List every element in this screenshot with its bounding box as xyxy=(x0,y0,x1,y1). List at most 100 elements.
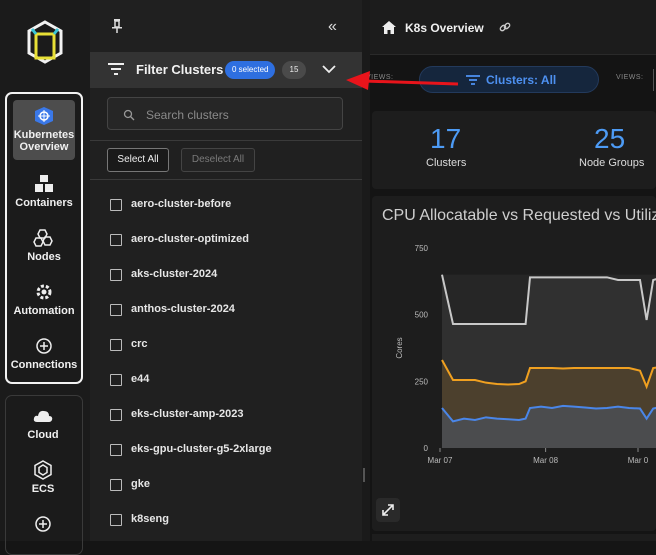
total-count-badge: 15 xyxy=(282,61,306,79)
cluster-checkbox[interactable] xyxy=(110,199,122,211)
nav-label: Automation xyxy=(13,305,75,317)
cluster-name: crc xyxy=(131,338,148,350)
nav-item-add[interactable] xyxy=(6,514,80,537)
views-label: VIEWS: xyxy=(366,74,394,81)
x-tick-label: Mar 0 xyxy=(628,456,649,465)
search-box xyxy=(107,97,343,130)
left-nav-rail: Kubernetes Overview Containers Nodes xyxy=(0,0,90,555)
clusters-pill-label: Clusters: All xyxy=(486,73,557,87)
expand-chart-button[interactable] xyxy=(376,498,400,522)
home-icon[interactable] xyxy=(382,21,396,34)
filter-header-bar[interactable]: Filter Clusters 0 selected 15 xyxy=(90,52,362,88)
app-logo-icon xyxy=(27,20,63,64)
nav-item-cloud[interactable]: Cloud xyxy=(6,406,80,441)
cluster-name: gke xyxy=(131,478,150,490)
expand-icon xyxy=(382,504,394,516)
plus-circle-icon xyxy=(35,516,51,532)
link-icon[interactable] xyxy=(499,21,511,33)
containers-cubes-icon xyxy=(35,175,53,192)
pin-icon[interactable] xyxy=(110,18,124,34)
collapse-panel-icon[interactable]: « xyxy=(328,18,337,35)
filter-lines-icon xyxy=(108,63,124,75)
stats-card: 17 Clusters 25 Node Groups xyxy=(372,111,656,189)
list-item[interactable]: eks-gpu-cluster-g5-2xlarge xyxy=(90,431,362,466)
list-item[interactable]: crc xyxy=(90,326,362,361)
list-item[interactable]: aero-cluster-before xyxy=(90,186,362,221)
select-all-button[interactable]: Select All xyxy=(107,148,169,172)
nav-label-line2: Overview xyxy=(19,141,69,153)
nav-label-line1: Kubernetes xyxy=(13,129,75,141)
series-line-0 xyxy=(441,274,656,325)
selected-count-badge: 0 selected xyxy=(225,61,276,79)
list-item[interactable]: anthos-cluster-2024 xyxy=(90,291,362,326)
cluster-checkbox[interactable] xyxy=(110,479,122,491)
cluster-checkbox[interactable] xyxy=(110,339,122,351)
nav-item-nodes[interactable]: Nodes xyxy=(7,228,81,263)
cluster-checkbox[interactable] xyxy=(110,269,122,281)
cluster-checkbox[interactable] xyxy=(110,304,122,316)
page-title: K8s Overview xyxy=(405,21,484,35)
cluster-name: anthos-cluster-2024 xyxy=(131,303,235,315)
list-item[interactable]: e44 xyxy=(90,361,362,396)
nav-item-connections[interactable]: Connections xyxy=(7,336,81,371)
cluster-name: e44 xyxy=(131,373,150,385)
nav-item-kubernetes-overview[interactable]: Kubernetes Overview xyxy=(13,100,75,160)
cluster-checkbox[interactable] xyxy=(110,444,122,456)
nav-item-containers[interactable]: Containers xyxy=(7,174,81,209)
list-item[interactable]: eks-cluster-amp-2023 xyxy=(90,396,362,431)
clusters-filter-pill[interactable]: Clusters: All xyxy=(419,66,599,93)
list-item[interactable]: aks-cluster-2024 xyxy=(90,256,362,291)
next-card-edge xyxy=(372,534,656,541)
nav-label: Containers xyxy=(15,197,73,209)
search-input[interactable] xyxy=(144,105,338,125)
divider xyxy=(653,69,654,91)
main-content: K8s Overview VIEWS: Clusters: All VIEWS:… xyxy=(366,0,656,541)
cluster-name: eks-cluster-amp-2023 xyxy=(131,408,244,420)
series-area-1 xyxy=(442,360,656,448)
series-line-1 xyxy=(441,359,656,390)
search-icon xyxy=(123,109,135,121)
cluster-checkbox[interactable] xyxy=(110,374,122,386)
series-area-2 xyxy=(442,405,656,448)
series-area-0 xyxy=(442,274,656,448)
list-item[interactable]: k8seng xyxy=(90,501,362,536)
secondary-nav-group: Cloud ECS xyxy=(5,395,83,555)
divider xyxy=(90,140,362,141)
x-tick-label: Mar 08 xyxy=(533,456,558,465)
resize-grip[interactable] xyxy=(363,468,365,482)
cluster-checkbox[interactable] xyxy=(110,409,122,421)
cluster-checkbox[interactable] xyxy=(110,514,122,526)
kubernetes-helm-icon xyxy=(35,107,53,125)
y-tick-label: 500 xyxy=(415,311,429,320)
cluster-name: aero-cluster-optimized xyxy=(131,233,249,245)
node-groups-label: Node Groups xyxy=(579,157,645,169)
y-tick-label: 750 xyxy=(415,244,429,253)
node-groups-count: 25 xyxy=(594,123,626,154)
filter-clusters-panel: « Filter Clusters 0 selected 15 Select A… xyxy=(90,0,362,541)
list-item[interactable]: aero-cluster-optimized xyxy=(90,221,362,256)
cloud-icon xyxy=(33,410,53,422)
clusters-count: 17 xyxy=(430,123,462,154)
nav-label: Nodes xyxy=(27,251,61,263)
cluster-name: aks-cluster-2024 xyxy=(131,268,218,280)
y-tick-label: 250 xyxy=(415,377,429,386)
plus-circle-icon xyxy=(36,338,52,354)
nav-label: Connections xyxy=(10,359,78,371)
nav-item-ecs[interactable]: ECS xyxy=(6,460,80,495)
series-line-2 xyxy=(441,404,656,423)
panel-resize-handle[interactable] xyxy=(362,0,370,541)
ecs-hexagon-icon xyxy=(34,460,52,480)
chevron-down-icon[interactable] xyxy=(322,64,336,74)
y-tick-label: 0 xyxy=(424,444,429,453)
list-item[interactable]: gke xyxy=(90,466,362,501)
nav-label: Cloud xyxy=(27,429,59,441)
cluster-list: aero-cluster-before aero-cluster-optimiz… xyxy=(90,186,362,536)
views-bar: VIEWS: Clusters: All VIEWS: xyxy=(366,55,656,105)
cpu-chart-card: CPU Allocatable vs Requested vs Utilized… xyxy=(372,196,656,531)
views-label: VIEWS: xyxy=(616,74,644,81)
cluster-checkbox[interactable] xyxy=(110,234,122,246)
clusters-label: Clusters xyxy=(426,157,467,169)
nav-item-automation[interactable]: Automation xyxy=(7,282,81,317)
annotation-arrow-icon xyxy=(346,71,459,90)
deselect-all-button[interactable]: Deselect All xyxy=(181,148,255,172)
